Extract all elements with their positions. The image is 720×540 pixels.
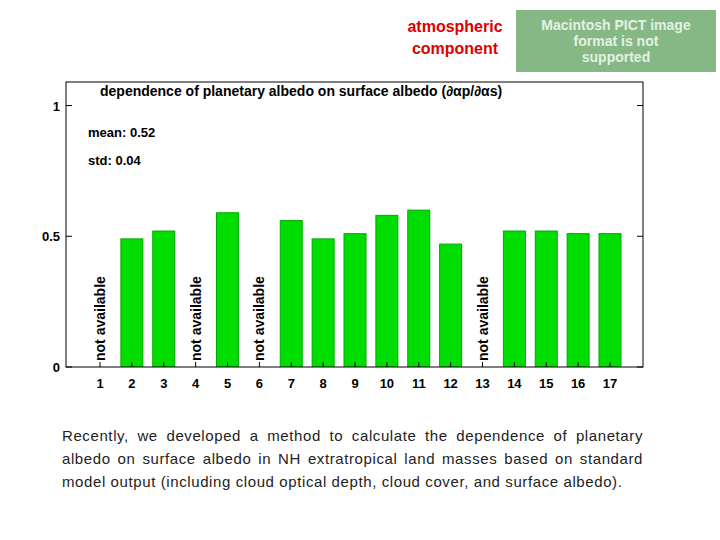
missing-label: not available bbox=[92, 276, 108, 361]
y-tick bbox=[637, 105, 643, 106]
bar bbox=[599, 234, 621, 367]
bar bbox=[153, 231, 175, 367]
x-tick bbox=[418, 362, 419, 367]
missing-label: not available bbox=[475, 276, 491, 361]
bar bbox=[376, 215, 398, 367]
x-tick-label: 4 bbox=[192, 376, 200, 391]
caption: Recently, we developed a method to calcu… bbox=[62, 424, 643, 493]
x-tick-label: 14 bbox=[507, 376, 522, 391]
x-tick-label: 13 bbox=[475, 376, 489, 391]
y-tick bbox=[66, 367, 72, 368]
annotation: std: 0.04 bbox=[88, 153, 142, 168]
bar bbox=[408, 210, 430, 367]
x-tick bbox=[546, 362, 547, 367]
y-tick bbox=[66, 236, 72, 237]
x-tick-label: 15 bbox=[539, 376, 553, 391]
plot-frame bbox=[66, 82, 643, 367]
x-tick-label: 16 bbox=[571, 376, 585, 391]
bar bbox=[567, 234, 589, 367]
chart: 00.511234567891011121314151617not availa… bbox=[0, 0, 720, 420]
x-tick bbox=[195, 362, 196, 367]
bar bbox=[440, 244, 462, 367]
bar bbox=[121, 239, 143, 367]
x-tick-label: 17 bbox=[603, 376, 617, 391]
bar bbox=[280, 221, 302, 367]
y-tick-label: 0.5 bbox=[42, 229, 60, 244]
x-tick bbox=[355, 362, 356, 367]
x-tick-label: 9 bbox=[351, 376, 358, 391]
y-tick bbox=[637, 236, 643, 237]
x-tick bbox=[514, 362, 515, 367]
x-tick bbox=[386, 362, 387, 367]
bar bbox=[312, 239, 334, 367]
x-tick-label: 2 bbox=[128, 376, 135, 391]
bar bbox=[344, 234, 366, 367]
x-tick-label: 1 bbox=[96, 376, 103, 391]
bars bbox=[121, 210, 621, 367]
missing-label: not available bbox=[251, 276, 267, 361]
bar bbox=[503, 231, 525, 367]
x-tick-label: 10 bbox=[380, 376, 394, 391]
x-tick-label: 8 bbox=[320, 376, 327, 391]
x-tick bbox=[482, 362, 483, 367]
x-tick bbox=[259, 362, 260, 367]
x-tick bbox=[227, 362, 228, 367]
y-tick-label: 0 bbox=[53, 360, 60, 375]
y-tick-label: 1 bbox=[53, 99, 60, 114]
bar bbox=[535, 231, 557, 367]
x-tick-label: 11 bbox=[412, 376, 426, 391]
missing-label: not available bbox=[188, 276, 204, 361]
x-tick bbox=[100, 362, 101, 367]
annotation: mean: 0.52 bbox=[88, 125, 155, 140]
header: atmospheric component bbox=[370, 16, 540, 60]
x-tick-label: 7 bbox=[288, 376, 295, 391]
x-tick-label: 3 bbox=[160, 376, 167, 391]
title: dependence of planetary albedo on surfac… bbox=[100, 83, 502, 99]
image-placeholder: Macintosh PICT image format is not suppo… bbox=[516, 10, 716, 72]
bar bbox=[217, 213, 239, 367]
y-tick bbox=[637, 367, 643, 368]
x-tick bbox=[610, 362, 611, 367]
x-tick bbox=[291, 362, 292, 367]
x-tick bbox=[323, 362, 324, 367]
x-tick bbox=[131, 362, 132, 367]
x-tick bbox=[450, 362, 451, 367]
y-tick bbox=[66, 105, 72, 106]
x-tick-label: 5 bbox=[224, 376, 231, 391]
x-tick bbox=[163, 362, 164, 367]
x-tick bbox=[578, 362, 579, 367]
x-tick-label: 12 bbox=[443, 376, 457, 391]
x-tick-label: 6 bbox=[256, 376, 263, 391]
